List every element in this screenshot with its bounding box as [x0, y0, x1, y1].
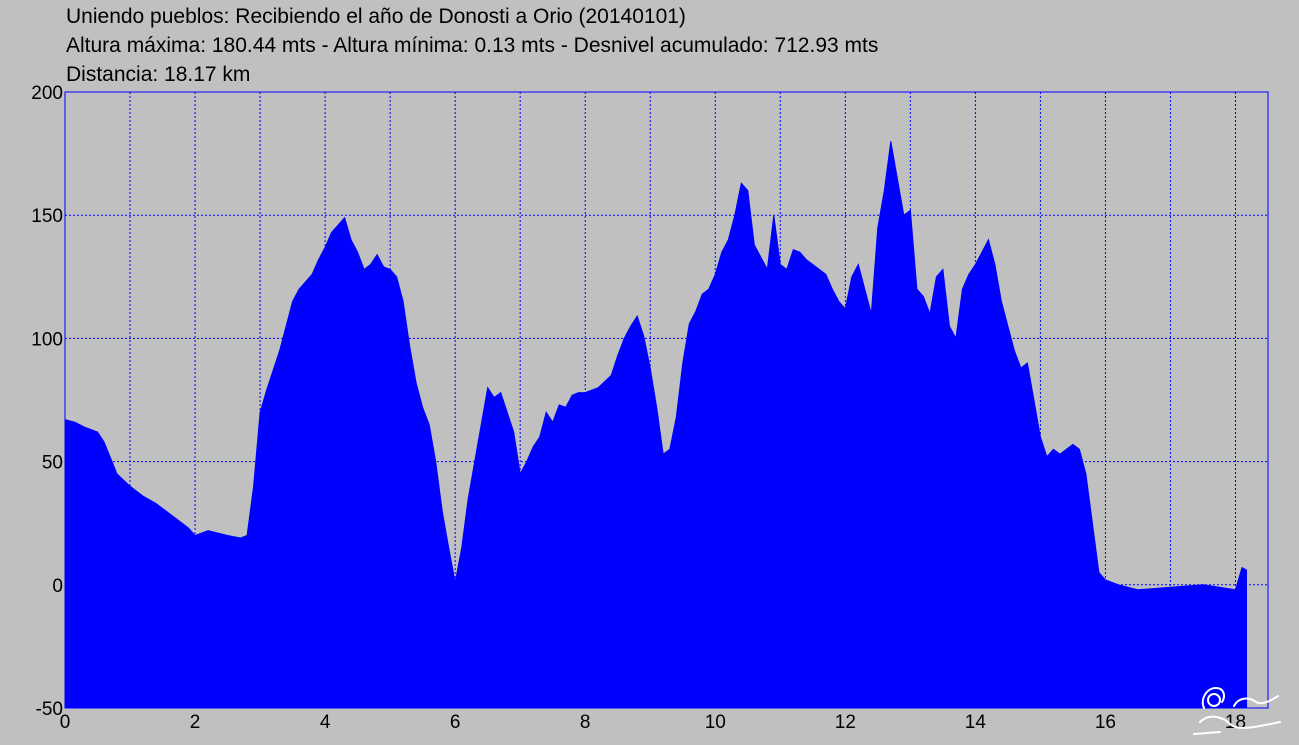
x-tick-label: 8 — [580, 712, 591, 733]
x-tick-label: 14 — [965, 712, 987, 733]
chart-distance: Distancia: 18.17 km — [66, 63, 251, 86]
elevation-area — [64, 141, 1248, 709]
y-tick-label: 50 — [42, 453, 63, 474]
chart-stats: Altura máxima: 180.44 mts - Altura mínim… — [66, 34, 879, 57]
y-tick-label: 0 — [52, 576, 63, 597]
plot-border — [64, 91, 1269, 709]
chart-title: Uniendo pueblos: Recibiendo el año de Do… — [66, 5, 686, 28]
y-tick-label: 150 — [31, 206, 63, 227]
x-tick-label: 4 — [320, 712, 331, 733]
y-tick-label: 200 — [31, 83, 63, 104]
x-tick-label: 16 — [1095, 712, 1116, 733]
x-tick-label: 2 — [190, 712, 201, 733]
x-tick-label: 12 — [835, 712, 856, 733]
logo-icon — [1193, 686, 1281, 735]
y-tick-label: 100 — [31, 329, 63, 350]
x-tick-label: 10 — [705, 712, 726, 733]
x-tick-label: 0 — [60, 712, 71, 733]
x-tick-label: 6 — [450, 712, 461, 733]
y-tick-label: -50 — [36, 699, 63, 720]
